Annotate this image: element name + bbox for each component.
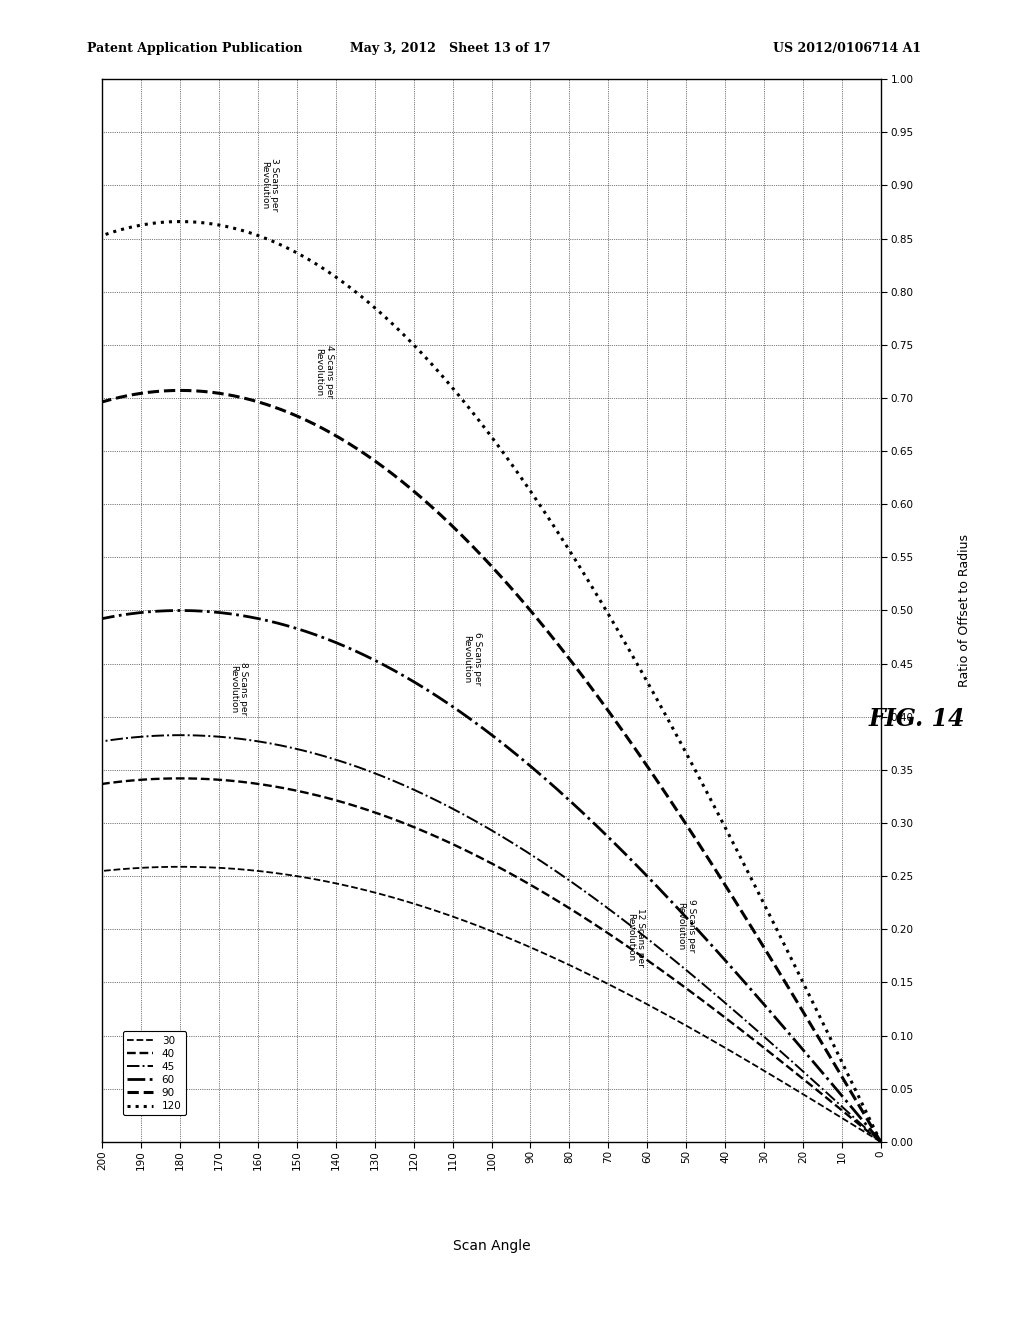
Y-axis label: Ratio of Offset to Radius: Ratio of Offset to Radius [957, 535, 971, 686]
Text: 8 Scans per
Revolution: 8 Scans per Revolution [229, 663, 248, 715]
Text: 6 Scans per
Revolution: 6 Scans per Revolution [463, 632, 481, 685]
Text: 3 Scans per
Revolution: 3 Scans per Revolution [260, 158, 280, 211]
Text: 12 Scans per
Revolution: 12 Scans per Revolution [626, 908, 645, 966]
Text: 9 Scans per
Revolution: 9 Scans per Revolution [677, 899, 695, 953]
Text: US 2012/0106714 A1: US 2012/0106714 A1 [773, 42, 922, 55]
X-axis label: Scan Angle: Scan Angle [453, 1239, 530, 1253]
Text: FIG. 14: FIG. 14 [868, 708, 965, 731]
Text: May 3, 2012   Sheet 13 of 17: May 3, 2012 Sheet 13 of 17 [350, 42, 551, 55]
Text: Patent Application Publication: Patent Application Publication [87, 42, 302, 55]
Legend: 30, 40, 45, 60, 90, 120: 30, 40, 45, 60, 90, 120 [123, 1031, 185, 1115]
Text: 4 Scans per
Revolution: 4 Scans per Revolution [314, 345, 334, 399]
